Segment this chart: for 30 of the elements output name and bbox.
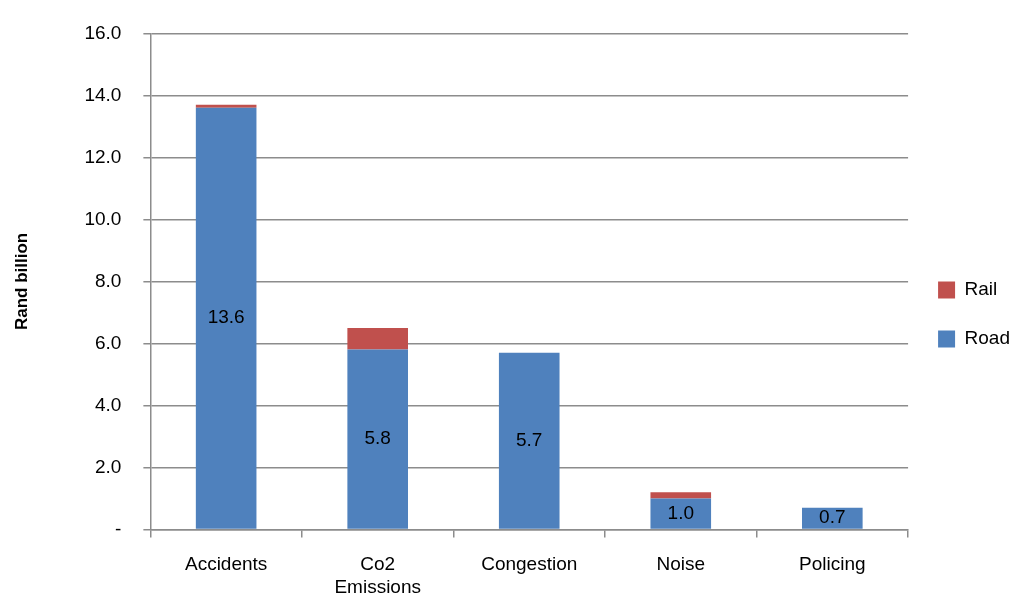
y-tick-label: 6.0 xyxy=(94,331,122,353)
bar xyxy=(650,492,712,499)
y-axis-title: Rand billion xyxy=(11,232,31,331)
data-label: 13.6 xyxy=(207,306,245,328)
bar xyxy=(195,104,257,108)
y-tick-label: 10.0 xyxy=(84,207,122,229)
y-tick-label: 16.0 xyxy=(84,21,122,43)
x-tick-label: Congestion xyxy=(481,553,578,575)
x-tick-label: Co2 Emissions xyxy=(334,553,421,597)
data-label: 5.8 xyxy=(364,427,391,449)
legend-label: Road xyxy=(964,327,1010,349)
bar xyxy=(498,352,560,529)
x-tick-label: Policing xyxy=(799,553,866,575)
bar xyxy=(650,498,712,529)
legend-label: Rail xyxy=(964,278,998,300)
y-tick-label: 4.0 xyxy=(94,393,122,415)
y-tick-label: 2.0 xyxy=(94,455,122,477)
data-label: 1.0 xyxy=(667,501,694,523)
bar xyxy=(347,327,408,350)
x-tick-label: Noise xyxy=(656,553,706,575)
bar xyxy=(195,107,257,529)
y-tick-label: 14.0 xyxy=(84,83,122,105)
bar xyxy=(802,507,863,529)
data-label: 0.7 xyxy=(819,506,846,528)
bar xyxy=(347,349,408,529)
y-tick-label: 12.0 xyxy=(84,145,122,167)
data-label: 5.7 xyxy=(516,428,543,450)
y-tick-label: 8.0 xyxy=(94,269,122,291)
y-tick-label: - xyxy=(115,517,122,539)
x-tick-label: Accidents xyxy=(184,553,268,575)
